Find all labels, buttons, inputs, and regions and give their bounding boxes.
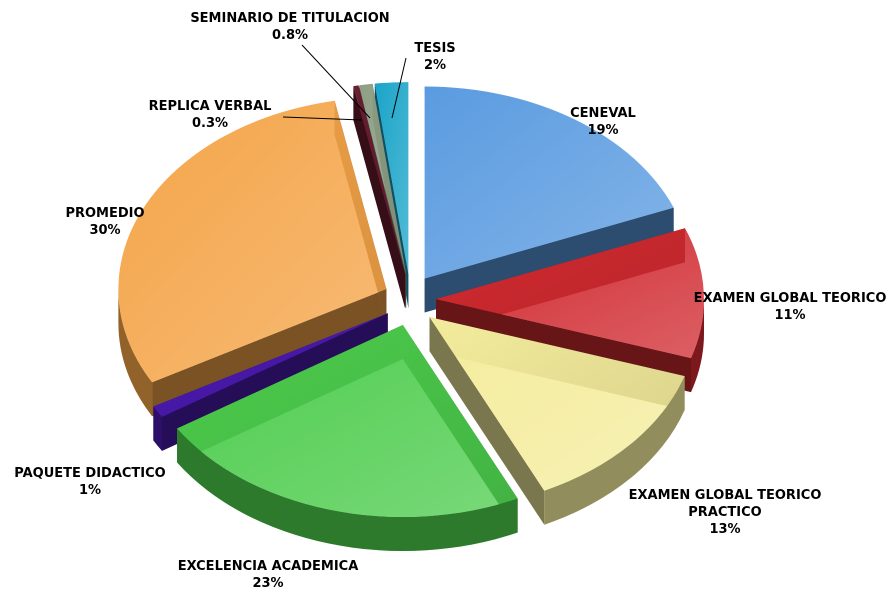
label-value: 1%: [78, 483, 102, 498]
data-label: EXAMEN GLOBAL TEORICO 11%: [680, 290, 889, 324]
outer-wall: [153, 406, 162, 451]
label-value: 0.3%: [191, 116, 229, 131]
label-value: 30%: [89, 223, 121, 238]
label-name: PROMEDIO: [65, 206, 145, 221]
label-name: SEMINARIO DE TITULACION: [190, 11, 390, 26]
data-label: CENEVAL 19%: [513, 105, 693, 139]
slice: [359, 83, 407, 275]
data-label: TESIS 2%: [395, 40, 475, 74]
label-name: EXAMEN GLOBAL TEORICO: [693, 291, 887, 306]
data-label: EXCELENCIA ACADEMICA 23%: [158, 558, 378, 591]
label-value: 2%: [423, 58, 447, 73]
label-name: EXAMEN GLOBAL TEORICO PRACTICO: [628, 488, 822, 520]
data-label: SEMINARIO DE TITULACION 0.8%: [180, 10, 400, 44]
outer-shade: [153, 406, 162, 451]
label-value: 19%: [587, 123, 619, 138]
radial-shade: [429, 317, 545, 525]
label-name: REPLICA VERBAL: [148, 99, 272, 114]
label-value: 23%: [252, 576, 284, 591]
data-label: EXAMEN GLOBAL TEORICO PRACTICO 13%: [615, 487, 835, 538]
radial-shade: [153, 313, 388, 441]
slice: [353, 85, 406, 275]
leader-line: [301, 44, 371, 119]
outer-shade: [691, 299, 704, 393]
label-name: PAQUETE DIDACTICO: [14, 466, 166, 481]
outer-shade: [544, 376, 685, 525]
outer-wall: [118, 289, 153, 417]
outer-shade: [177, 428, 518, 551]
data-label: REPLICA VERBAL 0.3%: [130, 98, 290, 132]
slice: [118, 100, 387, 383]
leader-line: [282, 116, 363, 121]
outer-wall: [177, 428, 518, 551]
label-name: TESIS: [414, 41, 456, 56]
leader-line: [391, 57, 407, 119]
slice: [429, 317, 685, 491]
slice-tops: [118, 82, 704, 517]
outer-shade: [118, 289, 153, 417]
outer-wall: [691, 299, 704, 393]
label-name: CENEVAL: [570, 106, 636, 121]
slice: [436, 228, 704, 359]
slice: [177, 325, 518, 517]
slice: [374, 82, 409, 275]
label-value: 13%: [709, 522, 741, 537]
slice: [153, 313, 388, 417]
label-name: EXCELENCIA ACADEMICA: [177, 559, 359, 574]
label-value: 0.8%: [271, 28, 309, 43]
data-label: PAQUETE DIDACTICO 1%: [0, 465, 180, 499]
slice: [424, 86, 674, 279]
data-label: PROMEDIO 30%: [35, 205, 175, 239]
label-value: 11%: [774, 308, 806, 323]
outer-wall: [544, 376, 685, 525]
